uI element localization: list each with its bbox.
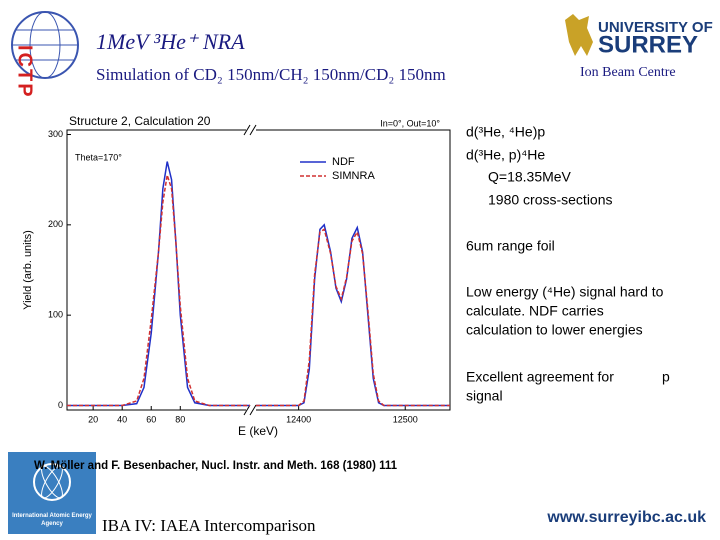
- note: Excellent agreement for: [466, 369, 614, 385]
- y-axis-label: Yield (arb. units): [22, 230, 34, 310]
- series-line: [67, 174, 250, 407]
- ictp-logo: ICTP: [11, 11, 79, 99]
- url: www.surreyibc.ac.uk: [546, 509, 706, 526]
- logo-text: ICTP: [14, 45, 36, 99]
- series-line: [256, 228, 450, 407]
- x-tick-label: 40: [117, 414, 127, 424]
- note: Low energy (⁴He) signal hard to: [466, 284, 664, 300]
- slide-subtitle: Simulation of CD₂ 150nm/CH₂ 150nm/CD₂ 15…: [96, 65, 446, 84]
- y-tick-label: 0: [58, 400, 63, 410]
- logo-text: SURREY: [598, 31, 698, 58]
- x-axis-label: E (keV): [238, 424, 278, 438]
- annotation: Theta=170°: [75, 152, 122, 162]
- legend-label: NDF: [332, 156, 355, 168]
- y-tick-label: 300: [48, 129, 63, 139]
- axis-break: [243, 124, 257, 416]
- note: p: [662, 369, 670, 385]
- note: calculate. NDF carries: [466, 303, 604, 319]
- x-tick-label: 80: [175, 414, 185, 424]
- chart-title: Structure 2, Calculation 20: [69, 114, 211, 128]
- surrey-stag: [565, 14, 593, 56]
- x-tick-label: 20: [88, 414, 98, 424]
- y-tick-label: 200: [48, 219, 63, 229]
- series-line: [256, 223, 450, 407]
- x-tick-label: 12500: [393, 414, 418, 424]
- y-tick-label: 100: [48, 310, 63, 320]
- note: 6um range foil: [466, 238, 555, 254]
- series-line: [67, 161, 250, 407]
- annotation: In=0°, Out=10°: [380, 118, 440, 128]
- slide-title: 1MeV ³He⁺ NRA: [96, 29, 245, 54]
- note: 1980 cross-sections: [488, 192, 613, 208]
- x-tick-label: 12400: [286, 414, 311, 424]
- note: d(³He, p)⁴He: [466, 147, 545, 163]
- note: calculation to lower energies: [466, 322, 643, 338]
- conference: IBA IV: IAEA Intercomparison: [102, 516, 316, 535]
- legend-label: SIMNRA: [332, 170, 375, 182]
- logo-text: International Atomic Energy Agency: [12, 513, 92, 527]
- logo-subtext: Ion Beam Centre: [580, 65, 676, 80]
- plot-frame: [66, 129, 451, 411]
- citation: W. Möller and F. Besenbacher, Nucl. Inst…: [34, 460, 398, 472]
- logo-text: UNIVERSITY OF: [598, 19, 713, 36]
- note: d(³He, ⁴He)p: [466, 124, 545, 140]
- note: signal: [466, 388, 503, 404]
- x-tick-label: 60: [146, 414, 156, 424]
- iaea-logo-text: International Atomic Energy Agency: [12, 513, 92, 527]
- note: Q=18.35MeV: [488, 169, 572, 185]
